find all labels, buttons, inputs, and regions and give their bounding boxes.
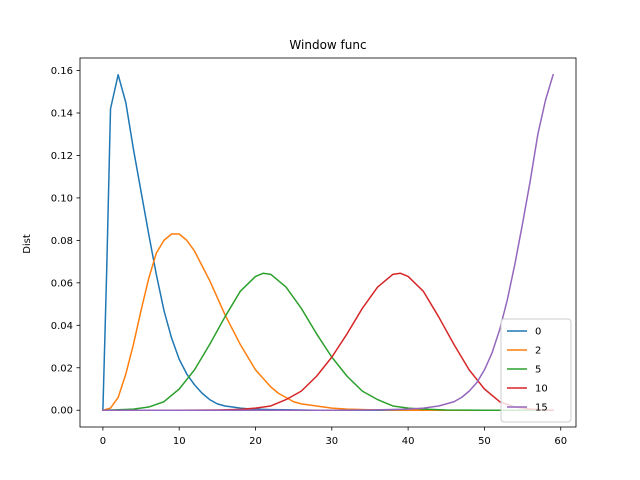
legend-label-5: 5 bbox=[535, 365, 541, 376]
x-tick-label: 10 bbox=[173, 436, 186, 447]
y-tick-label: 0.04 bbox=[51, 321, 73, 332]
legend-label-15: 15 bbox=[535, 403, 548, 414]
series-line-0 bbox=[102, 74, 554, 412]
x-tick-label: 60 bbox=[554, 436, 567, 447]
series-line-15 bbox=[102, 73, 555, 411]
series-line-2 bbox=[101, 233, 554, 412]
y-tick-label: 0.10 bbox=[51, 193, 73, 204]
x-tick-label: 40 bbox=[402, 436, 415, 447]
y-tick-label: 0.16 bbox=[51, 66, 73, 77]
y-tick-label: 0.14 bbox=[51, 108, 73, 119]
x-tick-label: 30 bbox=[325, 436, 338, 447]
y-tick-label: 0.00 bbox=[51, 406, 73, 417]
legend-box bbox=[500, 318, 572, 423]
chart-title: Window func bbox=[289, 38, 366, 52]
y-tick-label: 0.12 bbox=[51, 151, 73, 162]
legend-label-10: 10 bbox=[535, 384, 548, 395]
y-tick-label: 0.06 bbox=[51, 278, 73, 289]
legend: 0 2 5 10 15 bbox=[500, 318, 572, 423]
y-axis-label: Dist bbox=[22, 234, 33, 254]
x-tick-label: 20 bbox=[249, 436, 262, 447]
legend-label-0: 0 bbox=[535, 327, 541, 338]
legend-label-2: 2 bbox=[535, 346, 541, 357]
series-line-10 bbox=[102, 272, 554, 412]
axes-frame bbox=[79, 57, 577, 428]
y-tick-label: 0.08 bbox=[51, 236, 73, 247]
x-tick-label: 50 bbox=[478, 436, 491, 447]
axis-ticks: 0 10 20 30 40 50 600.000.020.040.060.080.100.1… bbox=[51, 66, 567, 447]
plot-lines bbox=[101, 73, 555, 412]
x-tick-label: 0 bbox=[100, 436, 106, 447]
y-tick-label: 0.02 bbox=[51, 363, 73, 374]
